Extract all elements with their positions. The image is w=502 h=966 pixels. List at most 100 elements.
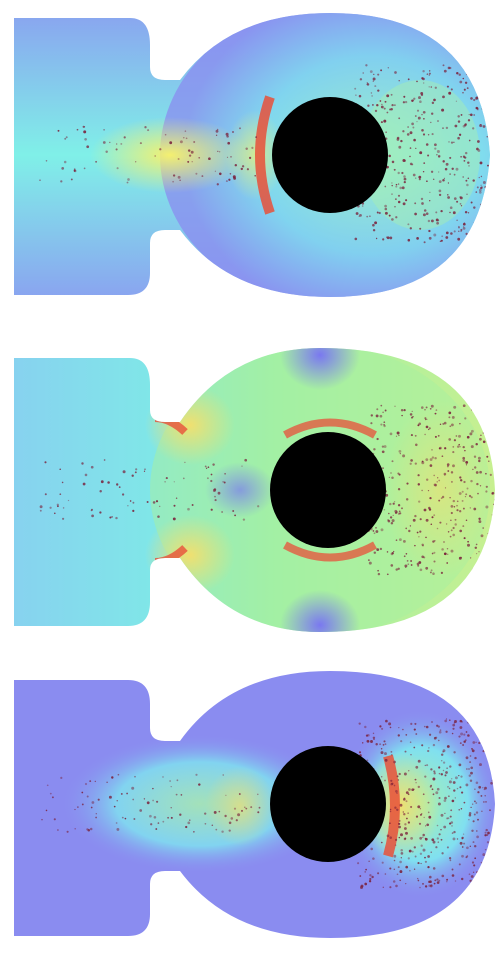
particle <box>425 567 428 570</box>
particle <box>422 837 423 838</box>
particle <box>254 175 256 177</box>
particle <box>40 505 43 508</box>
particle <box>452 733 454 735</box>
particle <box>85 474 88 477</box>
particle <box>463 227 466 230</box>
particle <box>482 107 485 110</box>
particle <box>432 456 434 458</box>
particle <box>395 512 397 514</box>
particle <box>103 129 105 131</box>
particle <box>453 500 455 502</box>
particle <box>429 237 432 240</box>
particle <box>492 536 494 538</box>
particle <box>392 460 394 462</box>
particle <box>397 775 399 777</box>
particle <box>421 744 423 746</box>
particle <box>370 422 372 424</box>
particle <box>391 522 393 524</box>
particle <box>460 842 463 845</box>
particle <box>433 793 435 795</box>
particle <box>479 177 480 178</box>
particle <box>405 567 406 568</box>
particle <box>489 567 491 569</box>
particle <box>474 222 475 223</box>
particle <box>438 171 439 172</box>
particle <box>384 186 386 188</box>
particle <box>257 811 259 813</box>
particle <box>476 563 478 565</box>
particle <box>402 130 404 132</box>
particle <box>421 202 424 205</box>
particle <box>430 785 432 787</box>
particle <box>463 481 465 483</box>
particle <box>423 111 426 114</box>
particle <box>476 782 479 785</box>
particle <box>357 862 359 864</box>
particle <box>402 186 405 189</box>
flow-field-1 <box>0 5 502 305</box>
particle <box>496 130 497 131</box>
particle <box>489 809 491 811</box>
particle <box>77 806 78 807</box>
particle <box>488 533 490 535</box>
particle <box>45 493 47 495</box>
particle <box>447 846 449 848</box>
particle <box>429 74 430 75</box>
particle <box>491 228 493 230</box>
particle <box>427 154 429 156</box>
particle <box>377 570 379 572</box>
particle <box>414 202 416 204</box>
particle <box>433 179 434 180</box>
particle <box>465 82 467 84</box>
particle <box>470 755 472 757</box>
particle <box>463 156 465 158</box>
particle <box>473 820 475 822</box>
particle <box>447 745 450 748</box>
particle <box>414 729 416 731</box>
particle <box>490 719 491 720</box>
cylinder-obstacle-1 <box>272 97 388 213</box>
particle <box>488 187 490 189</box>
particle <box>437 477 438 478</box>
particle <box>471 830 473 832</box>
particle <box>394 71 397 74</box>
particle <box>401 857 402 858</box>
particle <box>216 135 217 136</box>
particle <box>427 750 429 752</box>
particle <box>482 750 484 752</box>
particle <box>445 487 446 488</box>
particle <box>398 435 399 436</box>
particle <box>171 807 172 808</box>
particle <box>243 518 245 520</box>
particle <box>483 181 486 184</box>
particle <box>438 841 440 843</box>
particle <box>492 521 495 524</box>
particle <box>389 477 390 478</box>
particle <box>391 754 392 755</box>
particle <box>375 527 377 529</box>
particle <box>418 96 421 99</box>
particle <box>373 80 374 81</box>
particle <box>369 880 371 882</box>
particle <box>380 405 382 407</box>
particle <box>436 154 437 155</box>
particle <box>439 731 442 734</box>
particle <box>444 774 446 776</box>
particle <box>482 727 484 729</box>
particle <box>469 774 471 776</box>
particle <box>492 559 494 561</box>
particle <box>479 189 482 192</box>
particle <box>493 170 496 173</box>
particle <box>432 553 434 555</box>
particle <box>455 125 458 128</box>
particle <box>244 806 246 808</box>
particle <box>413 174 416 177</box>
particle <box>441 814 444 817</box>
particle <box>499 556 502 559</box>
particle <box>404 178 407 181</box>
particle <box>420 568 423 571</box>
particle <box>466 520 468 522</box>
particle <box>478 571 479 572</box>
particle <box>61 167 64 170</box>
particle <box>391 185 392 186</box>
